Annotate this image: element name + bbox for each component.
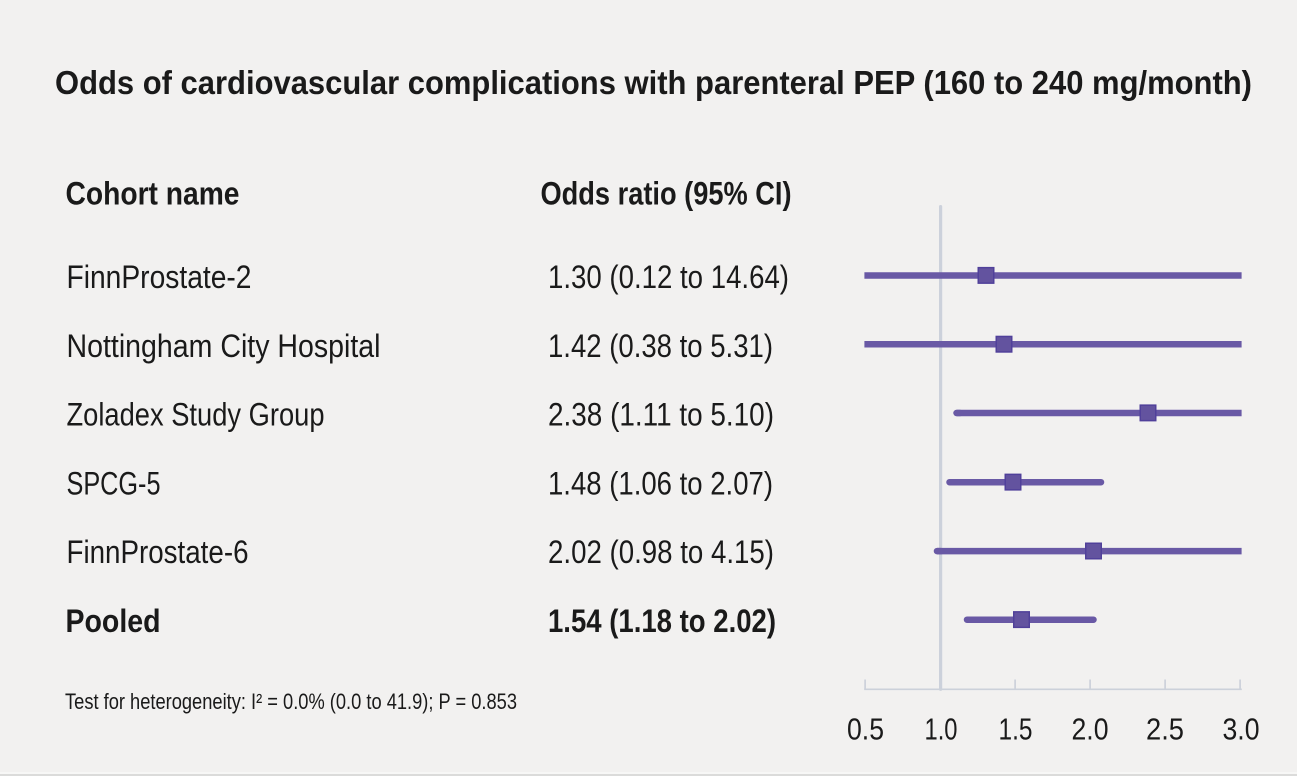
svg-text:1.42 (0.38 to 5.31): 1.42 (0.38 to 5.31) [548,328,773,364]
svg-text:2.02 (0.98 to 4.15): 2.02 (0.98 to 4.15) [548,534,774,570]
svg-text:Odds ratio (95% CI): Odds ratio (95% CI) [541,176,792,212]
svg-text:Zoladex Study Group: Zoladex Study Group [67,397,325,433]
svg-text:FinnProstate-2: FinnProstate-2 [67,259,252,295]
svg-text:Pooled: Pooled [66,603,161,639]
svg-text:Odds of cardiovascular complic: Odds of cardiovascular complications wit… [55,64,1252,101]
svg-text:2.38 (1.11 to 5.10): 2.38 (1.11 to 5.10) [548,397,774,433]
svg-text:Test for heterogeneity: I² = 0: Test for heterogeneity: I² = 0.0% (0.0 t… [65,689,517,714]
svg-text:1.0: 1.0 [925,711,958,746]
svg-text:SPCG-5: SPCG-5 [67,465,161,501]
svg-text:1.54 (1.18 to 2.02): 1.54 (1.18 to 2.02) [548,603,776,639]
svg-text:FinnProstate-6: FinnProstate-6 [67,534,249,570]
svg-text:0.5: 0.5 [847,711,884,746]
svg-text:Nottingham City Hospital: Nottingham City Hospital [67,328,381,364]
svg-text:2.5: 2.5 [1146,711,1184,746]
svg-text:1.5: 1.5 [999,711,1033,746]
svg-text:1.48 (1.06 to 2.07): 1.48 (1.06 to 2.07) [548,465,773,501]
svg-text:1.30 (0.12 to 14.64): 1.30 (0.12 to 14.64) [548,259,789,295]
svg-text:2.0: 2.0 [1072,711,1109,746]
svg-text:3.0: 3.0 [1223,711,1260,746]
svg-text:Cohort name: Cohort name [66,176,240,212]
